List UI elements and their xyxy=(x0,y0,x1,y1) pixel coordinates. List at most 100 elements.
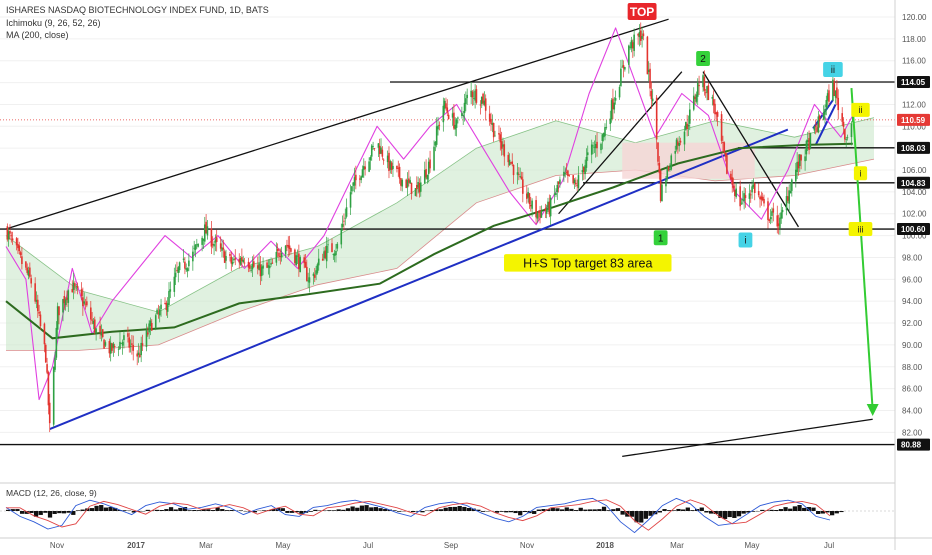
price-axis[interactable]: 82.0084.0086.0088.0090.0092.0094.0096.00… xyxy=(895,0,932,550)
candle-body xyxy=(511,161,513,164)
candle-body xyxy=(531,201,533,209)
candle-body xyxy=(420,182,422,191)
candle-body xyxy=(95,328,97,332)
macd-histogram-bar xyxy=(769,510,773,511)
x-tick-label: 2018 xyxy=(596,541,614,550)
level-label: 104.83 xyxy=(901,179,926,188)
macd-histogram-bar xyxy=(155,510,159,511)
macd-histogram-bar xyxy=(94,506,98,511)
candle-body xyxy=(183,259,185,260)
candle-body xyxy=(556,185,558,192)
candle-body xyxy=(114,346,116,347)
candle-body xyxy=(34,283,36,301)
macd-histogram-bar xyxy=(197,510,201,511)
candle-body xyxy=(56,328,58,358)
target-arrow-head xyxy=(867,404,879,416)
candle-body xyxy=(712,97,714,99)
y-tick-label: 102.00 xyxy=(902,210,927,219)
candle-body xyxy=(652,99,654,102)
candle-body xyxy=(754,184,756,193)
macd-histogram-bar xyxy=(225,510,229,511)
macd-histogram-bar xyxy=(355,508,359,511)
candle-body xyxy=(769,219,771,220)
macd-histogram-bar xyxy=(439,509,443,511)
macd-histogram-bar xyxy=(802,508,806,511)
candle-body xyxy=(770,217,772,219)
macd-histogram-bar xyxy=(48,511,52,518)
candle-body xyxy=(160,305,162,309)
candle-body xyxy=(814,126,816,130)
candle-body xyxy=(767,201,769,220)
candle-body xyxy=(427,175,429,179)
macd-histogram-bar xyxy=(285,511,289,513)
macd-histogram-bar xyxy=(192,510,196,511)
macd-histogram-bar xyxy=(383,509,387,511)
candle-body xyxy=(213,244,215,247)
candle-body xyxy=(726,155,728,174)
macd-histogram-bar xyxy=(420,511,424,512)
candle-body xyxy=(86,301,88,305)
candle-body xyxy=(824,109,826,115)
x-tick-label: 2017 xyxy=(127,541,145,550)
candle-body xyxy=(173,277,175,292)
macd-histogram-bar xyxy=(537,510,541,511)
candle-body xyxy=(262,265,264,268)
candle-body xyxy=(49,403,51,423)
candle-body xyxy=(362,169,364,177)
candle-body xyxy=(499,134,501,142)
candle-body xyxy=(493,123,495,137)
candle-body xyxy=(837,98,839,110)
macd-histogram-bar xyxy=(29,511,33,513)
y-tick-label: 104.00 xyxy=(902,188,927,197)
candle-body xyxy=(58,306,60,315)
macd-line xyxy=(6,498,830,532)
candle-body xyxy=(223,248,225,250)
candle-body xyxy=(127,333,129,337)
x-tick-label: Jul xyxy=(824,541,834,550)
candle-body xyxy=(758,191,760,195)
candle-body xyxy=(656,98,658,140)
candle-body xyxy=(613,103,615,110)
candle-body xyxy=(782,210,784,212)
candle-body xyxy=(841,113,843,122)
macd-histogram-bar xyxy=(504,511,508,512)
candle-body xyxy=(399,167,401,179)
macd-histogram-bar xyxy=(742,511,746,514)
candle-body xyxy=(336,244,338,249)
candle-body xyxy=(285,246,287,255)
candle-body xyxy=(350,192,352,207)
macd-histogram-bar xyxy=(839,511,843,512)
candle-body xyxy=(9,231,11,234)
macd-histogram-bar xyxy=(76,510,80,511)
macd-histogram-bar xyxy=(816,511,820,514)
macd-histogram-bar xyxy=(593,509,597,511)
macd-histogram-bar xyxy=(704,511,708,512)
macd-histogram-bar xyxy=(160,510,164,511)
macd-histogram-bar xyxy=(188,510,192,511)
candle-body xyxy=(670,155,672,169)
candle-body xyxy=(207,226,209,235)
macd-histogram-bar xyxy=(621,511,625,515)
y-tick-label: 116.00 xyxy=(902,57,926,66)
candle-body xyxy=(306,267,308,281)
candle-body xyxy=(674,151,676,154)
macd-histogram-bar xyxy=(53,511,57,514)
macd-histogram-bar xyxy=(364,505,368,511)
candle-body xyxy=(723,142,725,152)
macd-histogram-bar xyxy=(332,510,336,511)
macd-histogram-bar xyxy=(639,511,643,523)
macd-histogram-bar xyxy=(690,510,694,511)
macd-histogram-bar xyxy=(374,507,378,511)
x-tick-label: Nov xyxy=(50,541,64,550)
macd-histogram-bar xyxy=(211,510,215,511)
candle-body xyxy=(606,127,608,128)
candle-body xyxy=(105,342,107,345)
macd-histogram-bar xyxy=(602,507,606,511)
candle-body xyxy=(836,88,838,99)
candle-body xyxy=(791,179,793,190)
candle-body xyxy=(537,213,539,218)
candle-body xyxy=(244,263,246,264)
